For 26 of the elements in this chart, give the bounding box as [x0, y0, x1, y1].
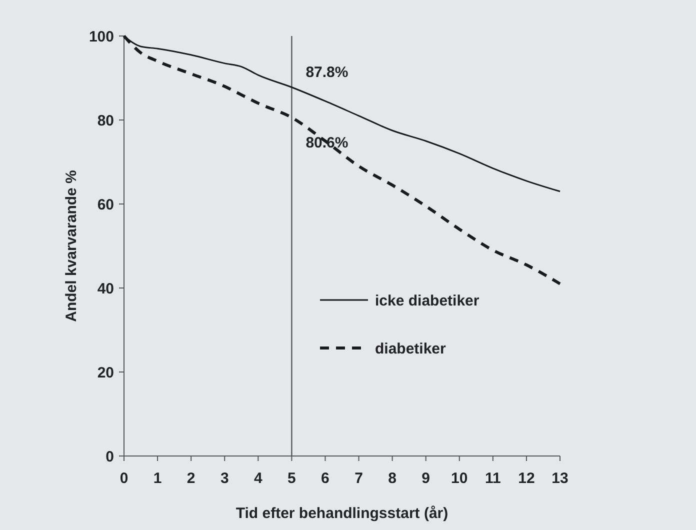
- x-tick-label: 1: [153, 470, 162, 487]
- y-tick-label: 20: [97, 364, 114, 382]
- x-tick-label: 2: [186, 470, 196, 487]
- y-tick-label: 60: [97, 196, 114, 214]
- annotation: 87.8%: [306, 64, 348, 82]
- x-tick-label: 12: [518, 470, 535, 487]
- x-tick-label: 0: [120, 470, 128, 487]
- x-tick-label: 8: [388, 470, 396, 487]
- x-tick-label: 10: [451, 470, 468, 487]
- x-tick-label: 13: [552, 470, 568, 487]
- legend-label: icke diabetiker: [375, 292, 480, 310]
- x-tick-label: 5: [288, 470, 296, 487]
- y-tick-label: 100: [88, 28, 114, 46]
- x-tick-label: 7: [354, 470, 363, 487]
- x-tick-label: 9: [422, 470, 430, 487]
- y-axis-title: Andel kvarvarande %: [63, 170, 80, 322]
- y-tick-label: 40: [97, 280, 114, 298]
- x-tick-label: 11: [484, 470, 501, 487]
- x-axis-title: Tid efter behandlingsstart (år): [236, 505, 448, 522]
- annotation: 80.6%: [306, 134, 348, 152]
- y-tick-label: 80: [97, 112, 114, 130]
- x-tick-label: 3: [220, 470, 229, 487]
- x-tick-label: 4: [254, 470, 263, 487]
- x-tick-label: 6: [321, 470, 330, 487]
- y-tick-label: 0: [106, 448, 114, 466]
- legend-label: diabetiker: [375, 340, 446, 358]
